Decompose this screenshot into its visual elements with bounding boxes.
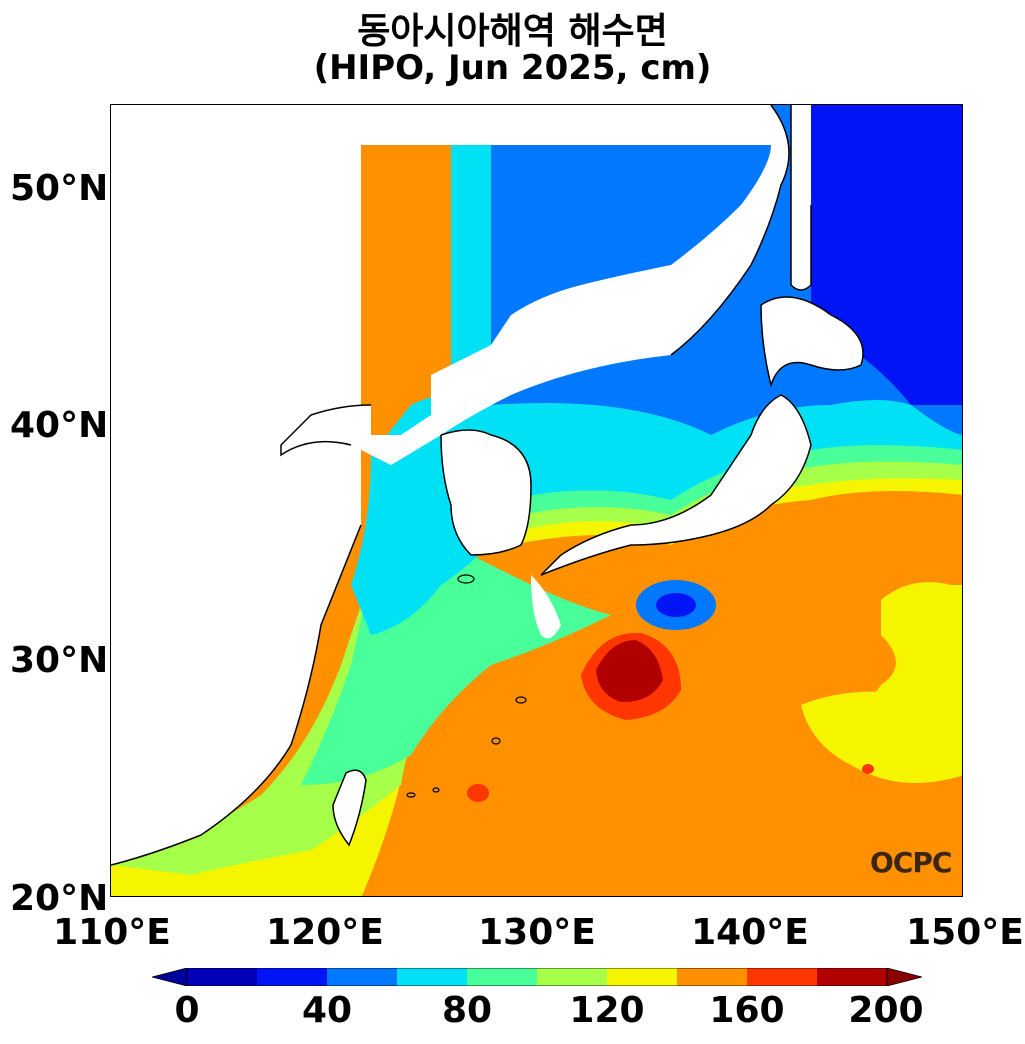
lon-tick-150: 150°E — [906, 912, 1024, 953]
lat-tick-30: 30°N — [10, 640, 109, 681]
colorbar-segment — [537, 968, 608, 986]
colorbar-segment — [327, 968, 398, 986]
coastline-hokkaido — [760, 296, 864, 388]
map-subtitle: (HIPO, Jun 2025, cm) — [313, 48, 712, 88]
coastline-russia — [670, 105, 790, 356]
coastline-sakhalin — [790, 105, 812, 291]
lat-tick-50: 50°N — [10, 168, 109, 209]
colorbar — [151, 967, 923, 987]
colorbar-label-160: 160 — [709, 990, 785, 1031]
colorbar-segment — [747, 968, 818, 986]
lon-tick-110: 110°E — [53, 912, 171, 953]
colorbar-segment — [607, 968, 678, 986]
lon-tick-130: 130°E — [478, 912, 596, 953]
lon-tick-140: 140°E — [691, 912, 809, 953]
zone-130cm-east-2 — [801, 691, 962, 783]
map-panel — [110, 104, 963, 897]
colorbar-svg — [151, 967, 923, 987]
land-taiwan — [332, 769, 367, 847]
coastline-bohai — [280, 404, 372, 457]
lat-tick-40: 40°N — [10, 405, 109, 446]
land-korea-peninsula — [441, 430, 531, 555]
eddy-190cm — [596, 640, 663, 703]
colorbar-under-arrow — [151, 967, 188, 987]
eddy-30cm — [656, 593, 696, 617]
colorbar-segment — [397, 968, 468, 986]
coastline-china — [111, 524, 362, 866]
land-kyushu — [531, 575, 561, 639]
coastline-japan — [540, 394, 812, 576]
colorbar-over-arrow — [886, 967, 923, 987]
land-china — [111, 105, 361, 865]
colorbar-segment — [677, 968, 748, 986]
colorbar-label-200: 200 — [848, 990, 924, 1031]
colorbar-segment — [187, 968, 258, 986]
colorbar-label-120: 120 — [569, 990, 645, 1031]
colorbar-label-0: 0 — [174, 990, 200, 1031]
island-group — [406, 574, 527, 798]
colorbar-label-80: 80 — [441, 990, 493, 1031]
eddy-170cm-small — [467, 784, 489, 802]
ocpc-logo: OCPC — [870, 846, 952, 879]
land-sakhalin — [791, 105, 811, 290]
coastline-korea — [440, 429, 532, 556]
map-title: 동아시아해역 해수면 — [357, 11, 668, 52]
colorbar-segment — [257, 968, 328, 986]
lon-tick-120: 120°E — [266, 912, 384, 953]
spot-170cm — [862, 764, 874, 774]
lat-tick-20: 20°N — [10, 878, 109, 919]
colorbar-segment — [467, 968, 538, 986]
land-honshu — [541, 395, 811, 575]
colorbar-segment — [817, 968, 888, 986]
sea-level-map — [111, 105, 962, 896]
colorbar-label-40: 40 — [301, 990, 353, 1031]
